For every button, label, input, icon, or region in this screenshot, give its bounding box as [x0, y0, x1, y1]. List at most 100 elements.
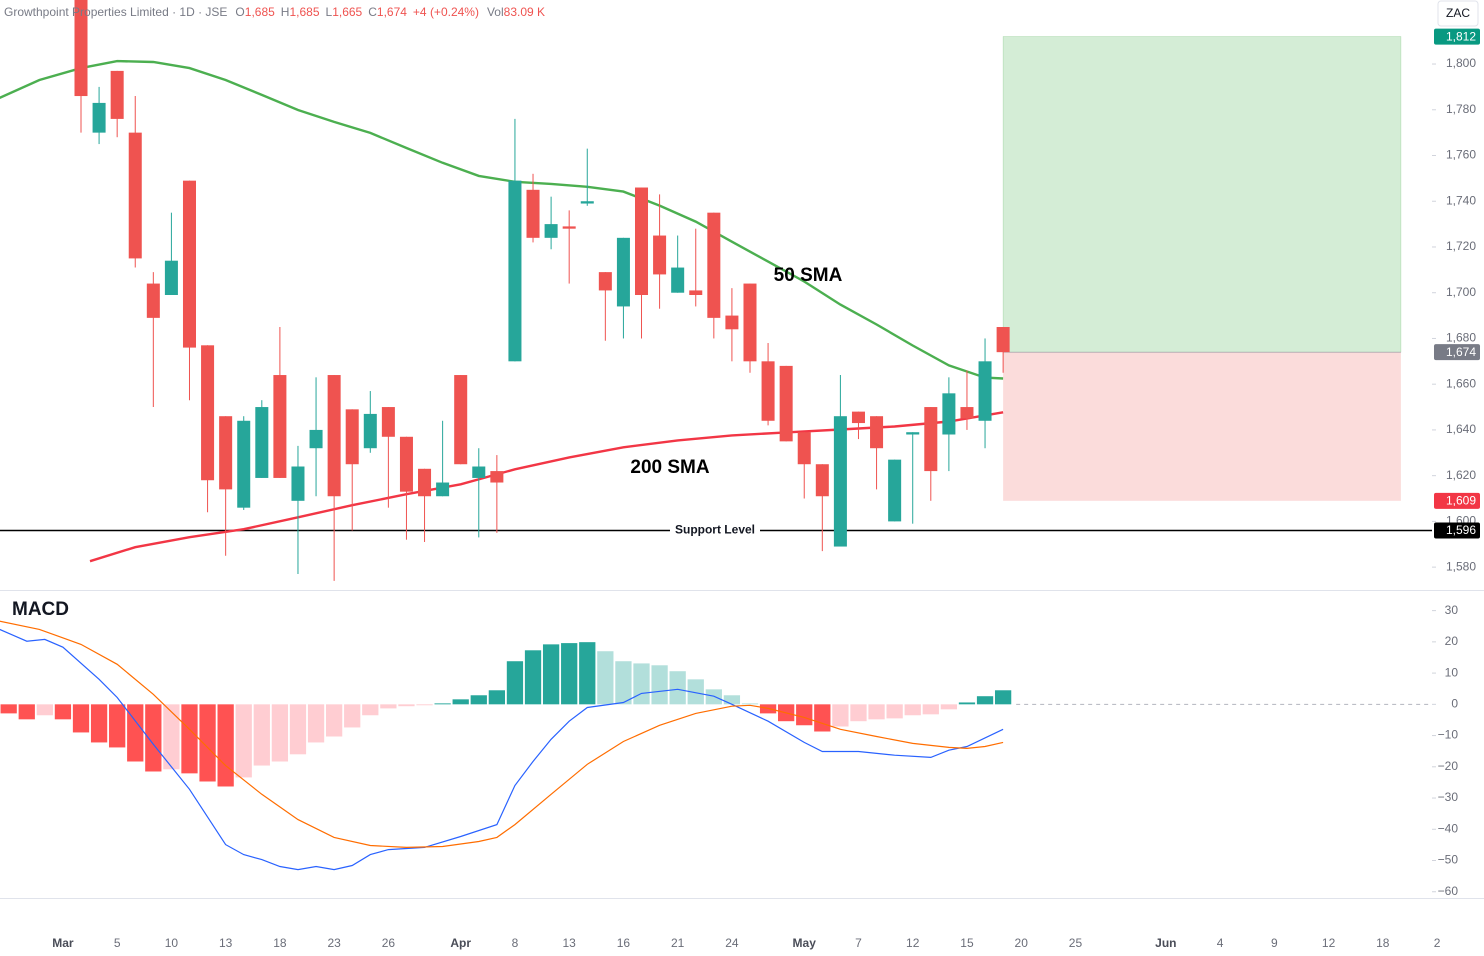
candle-body: [128, 132, 142, 259]
candle-body: [472, 466, 486, 478]
candle-body: [562, 226, 576, 229]
indicator-line: [0, 628, 1004, 871]
candle-body: [291, 466, 305, 501]
price-pane: Support Level: [0, 0, 1432, 581]
header-text: Growthpoint Properties Limited · 1D · JS…: [4, 5, 545, 19]
histogram-bar: [325, 704, 343, 737]
candle-body: [327, 375, 341, 497]
x-tick-label: 15: [960, 936, 974, 950]
histogram-bar: [832, 704, 849, 727]
histogram-bar: [579, 642, 596, 705]
candle-body: [508, 180, 522, 362]
candle-body: [164, 260, 178, 295]
histogram-bar: [380, 704, 397, 709]
ohlc-value: 1,685: [289, 5, 319, 19]
support-label-bg: [669, 522, 761, 537]
price-badge-label: 1,609: [1446, 493, 1476, 507]
x-tick-label: 13: [563, 936, 577, 950]
candle-body: [273, 375, 287, 478]
candle-body: [436, 482, 450, 497]
currency[interactable]: ZAC: [1446, 6, 1470, 20]
candle-body: [580, 201, 594, 204]
candle-body: [707, 212, 721, 318]
histogram-bar: [922, 704, 939, 715]
annotation: 50 SMA: [774, 265, 843, 286]
histogram-bar: [470, 695, 487, 705]
candle-body: [851, 411, 865, 424]
histogram-bar: [235, 704, 252, 778]
y-tick-label: −20: [1438, 759, 1459, 773]
y-tick-label: 1,680: [1446, 331, 1476, 345]
indicator-line: [89, 411, 1004, 563]
histogram-bar: [886, 704, 903, 719]
y-tick-label: 1,580: [1446, 559, 1476, 573]
histogram-bar: [416, 704, 433, 706]
histogram-bar: [145, 704, 162, 772]
candle-body: [363, 413, 377, 449]
histogram-bar: [398, 704, 415, 707]
x-tick-label: 24: [725, 936, 739, 950]
x-tick-label: 18: [1376, 936, 1390, 950]
histogram-bar: [741, 703, 759, 705]
x-tick-label: 13: [219, 936, 233, 950]
candle-body: [779, 365, 793, 442]
histogram-bar: [904, 704, 921, 716]
histogram-bar: [90, 704, 108, 743]
candle-body: [815, 464, 829, 497]
candle-body: [797, 432, 811, 465]
ohlc-value: 1,685: [245, 5, 275, 19]
y-tick-label: −60: [1438, 884, 1459, 898]
candle-body: [671, 267, 685, 293]
histogram-bar: [199, 704, 216, 782]
candle-body: [906, 432, 920, 435]
price-badge-label: 1,812: [1446, 29, 1476, 43]
candle-body: [924, 407, 938, 472]
candle-body: [725, 315, 739, 330]
x-tick-label: 25: [1069, 936, 1083, 950]
histogram-bar: [109, 704, 126, 748]
price-badge: [1434, 344, 1480, 361]
candle-body: [237, 420, 251, 508]
x-tick-label: 7: [855, 936, 862, 950]
histogram-bar: [958, 702, 976, 705]
change: +4 (+0.24%): [413, 5, 479, 19]
y-tick-label: 30: [1445, 603, 1459, 617]
histogram-bar: [54, 704, 72, 720]
candle-body: [454, 375, 468, 465]
histogram-bar: [651, 665, 668, 705]
candle-body: [92, 102, 106, 133]
histogram-bar: [289, 704, 307, 755]
histogram-bar: [687, 679, 704, 705]
histogram-bar: [615, 661, 632, 705]
ohlc-value: 1,674: [377, 5, 407, 19]
x-tick-label: 2: [1434, 936, 1441, 950]
currency-button[interactable]: [1437, 0, 1479, 27]
annotation: 200 SMA: [630, 457, 709, 478]
histogram-bar: [633, 663, 650, 705]
x-tick-label: 16: [617, 936, 631, 950]
histogram-bar: [163, 704, 180, 770]
x-tick-label: 23: [327, 936, 341, 950]
histogram-bar: [362, 704, 379, 716]
histogram-bar: [796, 704, 813, 726]
loss-zone: [1003, 352, 1401, 501]
y-tick-label: 20: [1445, 634, 1459, 648]
candle-body: [978, 361, 992, 421]
histogram-bar: [344, 704, 361, 728]
histogram-bar: [127, 704, 144, 762]
x-tick-label: May: [793, 936, 817, 950]
candle-body: [689, 290, 703, 295]
y-tick-label: 1,760: [1446, 148, 1476, 162]
histogram-bar: [72, 704, 90, 733]
candle-body: [653, 235, 667, 275]
ohlc-value: 1,665: [332, 5, 362, 19]
candle-body: [490, 471, 504, 483]
x-tick-label: Mar: [52, 936, 74, 950]
histogram-bar: [452, 699, 469, 705]
profit-zone: [1002, 36, 1402, 353]
price-badge: [1434, 492, 1480, 509]
histogram-bar: [271, 704, 289, 762]
price-badge-label: 1,674: [1446, 345, 1476, 359]
x-tick-label: 8: [512, 936, 519, 950]
